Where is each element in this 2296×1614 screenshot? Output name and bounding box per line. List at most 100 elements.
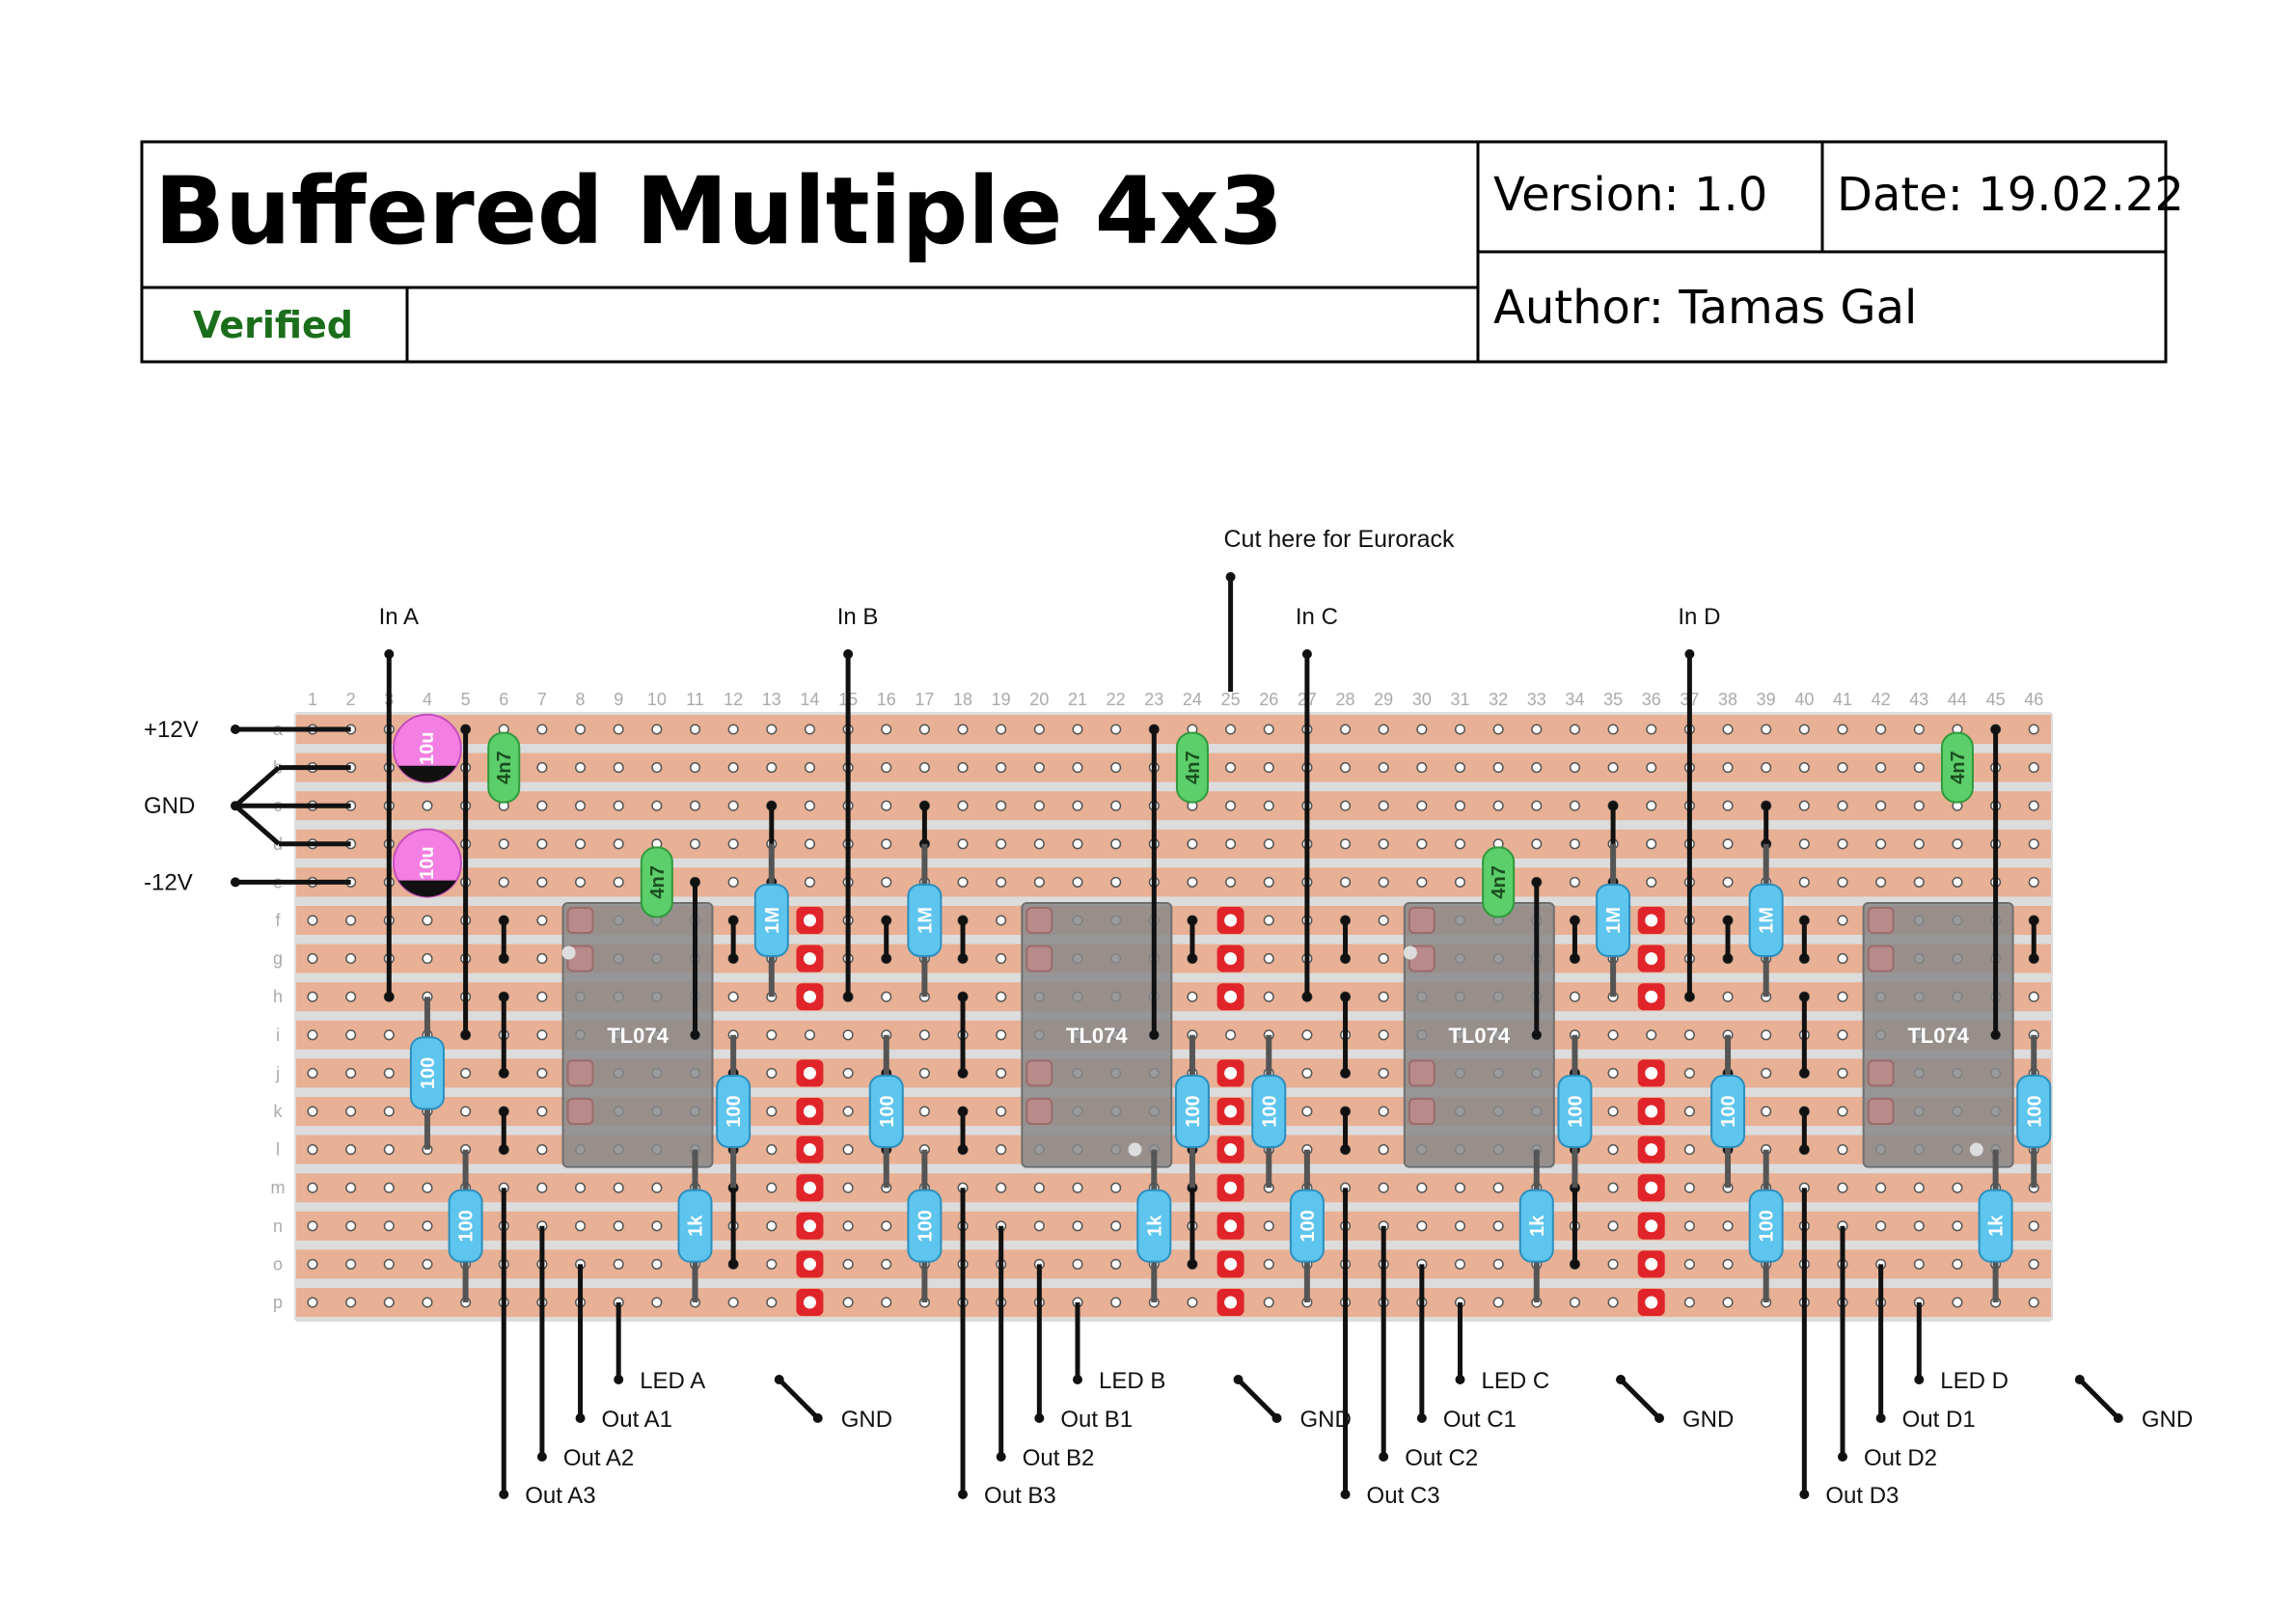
wire-end: [1914, 1375, 1925, 1384]
hole: [1837, 724, 1848, 735]
hole: [1569, 762, 1580, 774]
hole: [1263, 991, 1274, 1002]
wire-end: [614, 1375, 624, 1384]
hole: [1378, 991, 1389, 1002]
hole: [2028, 991, 2039, 1002]
film-cap-body: [1482, 846, 1516, 918]
resistor-label: 1M: [915, 907, 936, 934]
hole: [1378, 1029, 1389, 1041]
hole: [881, 876, 892, 888]
column-number: 18: [953, 690, 972, 709]
hole: [1646, 762, 1657, 774]
hole: [345, 991, 357, 1002]
wire-end: [1187, 1259, 1197, 1270]
hole: [1301, 1029, 1313, 1041]
strip-m: [296, 1173, 2051, 1203]
resistor-body: [1289, 1189, 1325, 1263]
hole: [1378, 1144, 1389, 1156]
tl074-chip: [1021, 902, 1173, 1168]
electrolytic-cap-label: 10u: [417, 732, 438, 765]
status-badge: Verified: [193, 304, 353, 346]
hole: [1569, 991, 1580, 1002]
wire-end: [231, 725, 240, 734]
hole: [881, 724, 892, 735]
wire-end: [1799, 1490, 1810, 1499]
strip-n: [296, 1211, 2051, 1241]
column-number: 36: [1642, 690, 1661, 709]
wire-end: [384, 649, 395, 659]
hole: [422, 1258, 433, 1270]
wire-end: [499, 1490, 509, 1499]
hole: [918, 1067, 930, 1079]
author-label: Author: Tamas Gal: [1493, 281, 1917, 335]
gnd-label: GND: [1300, 1407, 1352, 1433]
resistor-body: [1518, 1189, 1554, 1263]
wire-end: [1761, 801, 1771, 811]
strip-o: [296, 1249, 2051, 1279]
resistor-body: [448, 1189, 483, 1263]
components: 1M 1M 1M 1M 100 100 100 100 100 100 100 100 100 100 10…: [392, 713, 2052, 1302]
hole: [422, 1297, 433, 1308]
row-letter: o: [273, 1254, 283, 1273]
wire-end: [728, 1259, 739, 1270]
hole: [1072, 800, 1083, 811]
hole: [1033, 762, 1045, 774]
led-gnd-wire: [1236, 1378, 1279, 1420]
hole: [1110, 1297, 1122, 1308]
wire-end: [499, 1068, 509, 1079]
wire-end: [1149, 1029, 1160, 1040]
hole: [536, 724, 548, 735]
version-label: Version: 1.0: [1493, 168, 1767, 222]
led-label: LED B: [1099, 1368, 1165, 1394]
hole: [651, 762, 663, 774]
output-label: Out B2: [1023, 1445, 1095, 1471]
hole: [1454, 724, 1466, 735]
pin1-marker: [1128, 1142, 1142, 1157]
hole: [383, 1182, 395, 1193]
track-cut-hole: [803, 1143, 816, 1157]
hole: [1683, 1258, 1695, 1270]
hole: [651, 800, 663, 811]
hole: [345, 1144, 357, 1156]
hole: [1837, 1106, 1848, 1117]
wire-end: [996, 1452, 1006, 1462]
hole: [1454, 762, 1466, 774]
hole: [2028, 724, 2039, 735]
hole: [536, 800, 548, 811]
track-cut-hole: [803, 1219, 816, 1233]
output-label: Out A3: [525, 1483, 595, 1509]
hole: [1722, 724, 1734, 735]
row-letter: l: [276, 1140, 280, 1160]
hole: [727, 762, 739, 774]
gnd-fan-wire: [233, 804, 281, 846]
output-label: Out C3: [1367, 1483, 1440, 1509]
resistor-body: [677, 1189, 713, 1263]
column-number: 45: [1986, 690, 2006, 709]
wire-end: [1455, 1375, 1465, 1384]
wire-end: [1799, 916, 1810, 925]
track-cut-hole: [1224, 914, 1238, 927]
hole: [957, 838, 969, 850]
wire-end: [2074, 1375, 2085, 1384]
hole: [2028, 1258, 2039, 1270]
hole: [1913, 876, 1925, 888]
power-connector: +12V GND -12V: [144, 717, 351, 895]
led-label: LED A: [640, 1368, 705, 1394]
hole: [881, 838, 892, 850]
hole: [1722, 762, 1734, 774]
hole: [1492, 1297, 1504, 1308]
wire-end: [499, 1107, 509, 1116]
hole: [1913, 1258, 1925, 1270]
input-label: In D: [1678, 604, 1720, 630]
resistor-label: 1M: [762, 907, 783, 934]
wire-end: [2113, 1413, 2123, 1423]
ic-pin-cut: [1867, 907, 1895, 934]
hole: [613, 1182, 624, 1193]
wire-end: [1608, 801, 1619, 811]
hole: [1378, 838, 1389, 850]
film-cap-label: 4n7: [494, 751, 515, 783]
hole: [1492, 1258, 1504, 1270]
hole: [536, 991, 548, 1002]
wire-end: [1301, 649, 1312, 659]
hole: [1110, 762, 1122, 774]
